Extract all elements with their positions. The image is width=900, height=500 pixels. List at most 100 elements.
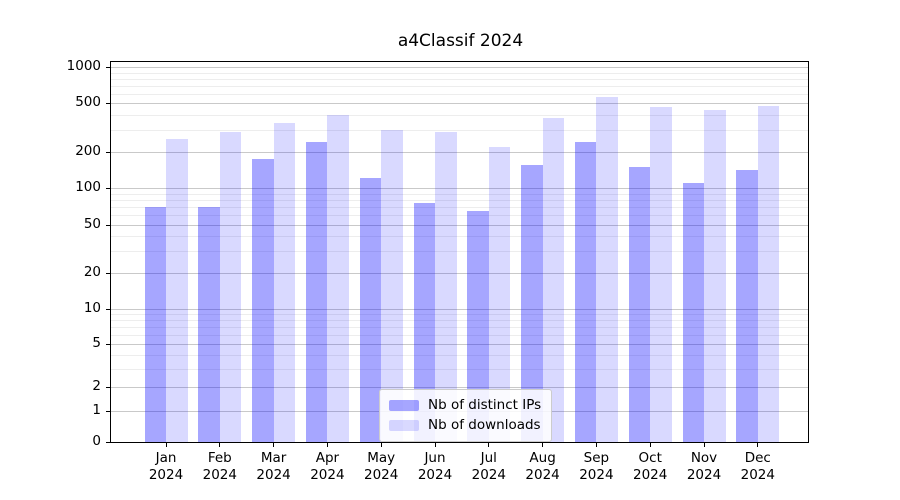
minor-gridline bbox=[111, 355, 808, 357]
minor-gridline bbox=[111, 115, 808, 117]
bar-distinct-ips-aug bbox=[521, 165, 543, 442]
x-tick-month: Oct bbox=[638, 450, 662, 466]
x-tick-year: 2024 bbox=[310, 467, 345, 483]
x-tick-year: 2024 bbox=[633, 467, 668, 483]
minor-gridline bbox=[111, 214, 808, 216]
x-tick-label: Dec 2024 bbox=[726, 450, 790, 484]
minor-gridline bbox=[111, 206, 808, 208]
x-tick-mark bbox=[488, 443, 490, 447]
x-tick-mark bbox=[757, 443, 759, 447]
bar-distinct-ips-jul bbox=[467, 210, 489, 442]
x-tick-label: Nov 2024 bbox=[672, 450, 736, 484]
bar-distinct-ips-feb bbox=[198, 206, 220, 442]
x-tick-month: Sep bbox=[583, 450, 610, 466]
minor-gridline bbox=[111, 320, 808, 322]
minor-gridline bbox=[111, 251, 808, 253]
bar-downloads-may bbox=[381, 130, 403, 442]
chart-title: a4Classif 2024 bbox=[397, 31, 524, 51]
minor-gridline bbox=[111, 199, 808, 201]
minor-gridline bbox=[111, 93, 808, 95]
y-tick-mark bbox=[106, 344, 110, 346]
x-tick-mark bbox=[649, 443, 651, 447]
legend-entry-distinct-ips: Nb of distinct IPs bbox=[389, 395, 541, 415]
y-tick-label: 200 bbox=[75, 142, 101, 159]
bar-downloads-mar bbox=[273, 122, 296, 442]
bar-distinct-ips-apr bbox=[305, 142, 328, 442]
x-tick-year: 2024 bbox=[256, 467, 291, 483]
x-tick-label: Jan 2024 bbox=[134, 450, 198, 484]
y-tick-mark bbox=[106, 386, 110, 388]
y-tick-mark bbox=[106, 272, 110, 274]
bar-distinct-ips-dec bbox=[736, 170, 758, 442]
y-tick-label: 20 bbox=[83, 263, 101, 280]
bar-downloads-dec bbox=[757, 105, 780, 442]
x-tick-month: Feb bbox=[207, 450, 232, 466]
x-tick-mark bbox=[542, 443, 544, 447]
x-tick-label: Apr 2024 bbox=[295, 450, 359, 484]
x-tick-label: May 2024 bbox=[349, 450, 413, 484]
minor-gridline bbox=[111, 130, 808, 132]
x-tick-month: Jun bbox=[424, 450, 446, 466]
y-tick-mark bbox=[106, 67, 110, 68]
x-tick-mark bbox=[219, 443, 221, 447]
y-tick-mark bbox=[106, 308, 110, 310]
x-tick-mark bbox=[703, 443, 705, 447]
bar-downloads-apr bbox=[327, 115, 349, 442]
x-tick-year: 2024 bbox=[525, 467, 560, 483]
bar-downloads-nov bbox=[704, 110, 726, 442]
x-tick-year: 2024 bbox=[686, 467, 722, 483]
x-tick-month: Jul bbox=[480, 450, 497, 466]
minor-gridline bbox=[111, 314, 808, 316]
bar-distinct-ips-oct bbox=[628, 166, 651, 442]
y-tick-mark bbox=[106, 151, 110, 153]
x-tick-year: 2024 bbox=[364, 467, 399, 483]
major-gridline bbox=[111, 344, 808, 346]
minor-gridline bbox=[111, 78, 808, 80]
legend: Nb of distinct IPs Nb of downloads bbox=[379, 389, 553, 442]
y-tick-mark bbox=[106, 188, 110, 190]
legend-entry-downloads: Nb of downloads bbox=[389, 415, 541, 435]
minor-gridline bbox=[111, 85, 808, 87]
bar-downloads-jun bbox=[435, 132, 457, 442]
bar-distinct-ips-mar bbox=[252, 158, 274, 442]
bar-downloads-feb bbox=[219, 132, 242, 442]
minor-gridline bbox=[111, 193, 808, 195]
y-tick-label: 2 bbox=[92, 377, 101, 394]
minor-gridline bbox=[111, 327, 808, 329]
bar-distinct-ips-jun bbox=[413, 203, 435, 442]
major-gridline bbox=[111, 151, 808, 153]
minor-gridline bbox=[111, 72, 808, 74]
x-tick-label: Jun 2024 bbox=[403, 450, 467, 484]
x-tick-mark bbox=[326, 443, 328, 447]
bar-distinct-ips-nov bbox=[682, 183, 704, 442]
y-tick-label: 500 bbox=[75, 94, 101, 111]
x-tick-month: Mar bbox=[260, 450, 287, 466]
x-tick-mark bbox=[165, 443, 167, 447]
y-tick-label: 5 bbox=[92, 335, 101, 352]
bar-distinct-ips-sep bbox=[574, 142, 597, 442]
legend-label-distinct-ips: Nb of distinct IPs bbox=[428, 397, 542, 413]
x-tick-year: 2024 bbox=[471, 467, 506, 483]
legend-swatch-distinct-ips bbox=[389, 399, 419, 411]
y-tick-mark bbox=[106, 224, 110, 226]
y-tick-label: 10 bbox=[83, 299, 101, 316]
x-tick-month: Apr bbox=[315, 450, 340, 466]
major-gridline bbox=[111, 188, 808, 190]
x-tick-month: Jan bbox=[155, 450, 177, 466]
y-tick-label: 100 bbox=[75, 179, 101, 196]
major-gridline bbox=[111, 67, 808, 68]
legend-swatch-downloads bbox=[389, 419, 419, 431]
x-tick-year: 2024 bbox=[202, 467, 237, 483]
x-tick-label: Mar 2024 bbox=[242, 450, 306, 484]
bar-downloads-jan bbox=[166, 138, 188, 442]
bar-downloads-sep bbox=[596, 97, 618, 442]
x-tick-mark bbox=[595, 443, 597, 447]
x-tick-mark bbox=[380, 443, 382, 447]
major-gridline bbox=[111, 272, 808, 274]
x-tick-month: Aug bbox=[529, 450, 556, 466]
x-tick-year: 2024 bbox=[417, 467, 453, 483]
x-tick-year: 2024 bbox=[740, 467, 775, 483]
bar-downloads-oct bbox=[650, 106, 672, 442]
x-tick-month: Nov bbox=[690, 450, 718, 466]
